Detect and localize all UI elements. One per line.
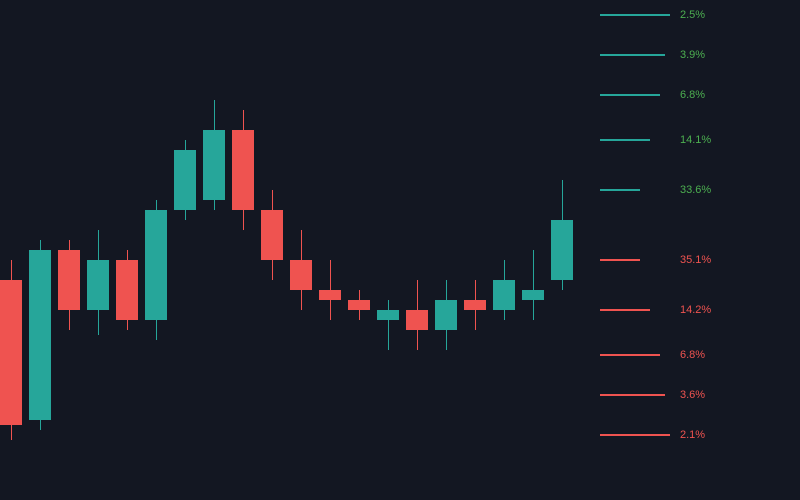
candle-body	[232, 130, 254, 210]
volume-level-line	[600, 54, 665, 56]
volume-level-label: 2.5%	[680, 9, 705, 21]
candle-body	[0, 280, 22, 425]
candlestick-chart: 2.5% 3.9% 6.8% 14.1% 33.6% 35.1% 14.2% 6.8% 3.6%…	[0, 0, 800, 500]
candle-body	[406, 310, 428, 330]
volume-level-label: 14.1%	[680, 134, 711, 146]
volume-level-line	[600, 259, 640, 261]
candle-body	[435, 300, 457, 330]
volume-level-label: 3.9%	[680, 49, 705, 61]
volume-level-line	[600, 139, 650, 141]
volume-level-line	[600, 94, 660, 96]
volume-level-label: 6.8%	[680, 349, 705, 361]
candle-body	[290, 260, 312, 290]
candle-body	[377, 310, 399, 320]
candle-body	[203, 130, 225, 200]
volume-level-line	[600, 354, 660, 356]
volume-level-label: 14.2%	[680, 304, 711, 316]
candle-body	[464, 300, 486, 310]
candle-body	[29, 250, 51, 420]
candle-body	[116, 260, 138, 320]
volume-level-label: 3.6%	[680, 389, 705, 401]
candle-body	[58, 250, 80, 310]
candle-body	[174, 150, 196, 210]
candle-body	[87, 260, 109, 310]
candle-body	[348, 300, 370, 310]
volume-level-line	[600, 394, 665, 396]
candle-body	[261, 210, 283, 260]
volume-level-line	[600, 309, 650, 311]
candle-body	[551, 220, 573, 280]
volume-level-label: 6.8%	[680, 89, 705, 101]
volume-level-line	[600, 434, 670, 436]
candle-wick	[388, 300, 389, 350]
candle-body	[493, 280, 515, 310]
candle-body	[319, 290, 341, 300]
volume-level-line	[600, 189, 640, 191]
volume-level-label: 35.1%	[680, 254, 711, 266]
volume-level-label: 2.1%	[680, 429, 705, 441]
candle-wick	[533, 250, 534, 320]
candle-body	[145, 210, 167, 320]
volume-level-label: 33.6%	[680, 184, 711, 196]
candle-body	[522, 290, 544, 300]
volume-level-line	[600, 14, 670, 16]
